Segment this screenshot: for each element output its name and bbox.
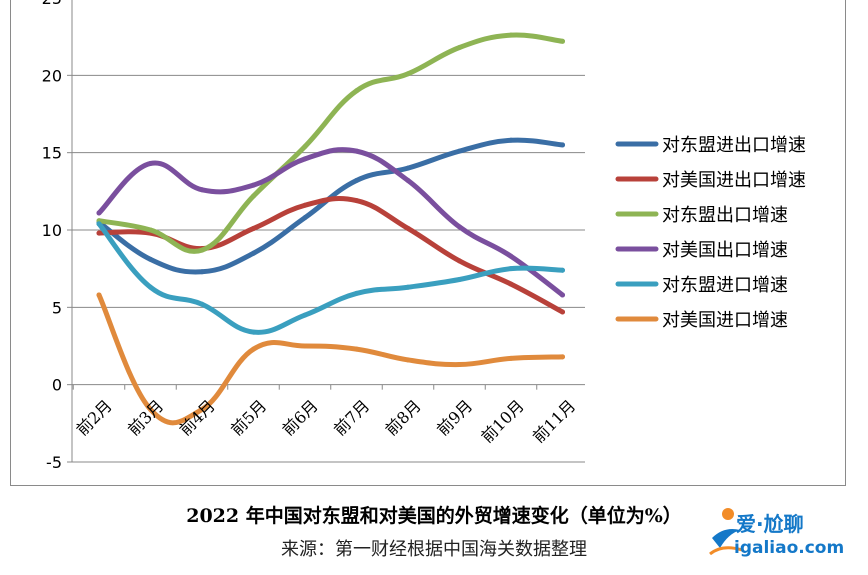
series-2-point xyxy=(560,309,565,315)
watermark-logo: 爱·尬聊 igaliao.com xyxy=(706,504,866,568)
series-3-point xyxy=(457,44,462,50)
series-2-point xyxy=(354,198,359,204)
series-5-point xyxy=(148,284,153,290)
legend-label: 对美国进口增速 xyxy=(662,310,788,331)
legend-label: 对东盟进出口增速 xyxy=(662,135,806,156)
series-5-point xyxy=(508,266,514,272)
x-tick-label: 前8月 xyxy=(382,396,425,439)
series-1-point xyxy=(508,137,514,143)
series-1-point xyxy=(251,250,256,256)
watermark-brand: 爱·尬聊 xyxy=(736,512,804,536)
y-tick-label: 25 xyxy=(42,0,62,8)
series-2-point xyxy=(302,202,308,208)
series-1-point xyxy=(148,256,153,262)
series-line-4 xyxy=(96,147,565,298)
y-tick-label: 15 xyxy=(42,144,62,163)
series-4-point xyxy=(302,156,308,162)
x-tick-label: 前6月 xyxy=(279,396,322,439)
series-2-point xyxy=(96,230,102,236)
series-4-point xyxy=(199,187,205,193)
series-line-1 xyxy=(96,137,565,275)
series-5-point xyxy=(251,329,256,335)
series-2-point xyxy=(405,225,411,231)
series-4-point xyxy=(405,178,411,184)
y-tick-label: 0 xyxy=(52,376,62,395)
series-3-point xyxy=(560,38,565,44)
series-3-point xyxy=(354,88,359,94)
series-2-point xyxy=(508,281,514,287)
series-6-point xyxy=(96,292,102,298)
x-tick-label: 前10月 xyxy=(477,396,527,446)
series-3-point xyxy=(251,193,256,199)
series-5-point xyxy=(457,276,462,282)
series-1-point xyxy=(199,269,205,275)
runner-logo-icon xyxy=(709,508,743,556)
series-5-point xyxy=(354,290,359,296)
legend-label: 对美国进出口增速 xyxy=(662,170,806,191)
series-6-point xyxy=(251,346,256,352)
x-tick-label: 前7月 xyxy=(330,396,373,439)
series-6-point xyxy=(560,354,565,360)
legend-label: 对东盟进口增速 xyxy=(662,275,788,296)
series-4-point xyxy=(96,210,102,216)
series-line-5 xyxy=(96,221,565,335)
y-tick-label: -5 xyxy=(46,453,62,472)
y-tick-label: 5 xyxy=(52,298,62,317)
series-5-point xyxy=(302,312,308,318)
series-6-point xyxy=(457,362,462,368)
series-4-point xyxy=(251,182,256,188)
x-tick-label: 前5月 xyxy=(227,396,270,439)
chart-caption-title: 2022 年中国对东盟和对美国的外贸增速变化（单位为%） xyxy=(186,505,682,527)
series-4-point xyxy=(457,224,462,230)
series-3-point xyxy=(508,32,514,38)
x-tick-label: 前2月 xyxy=(73,396,116,439)
series-2-point xyxy=(251,225,256,231)
x-tick-label: 前9月 xyxy=(433,396,476,439)
series-1-point xyxy=(560,142,565,148)
series-line-3 xyxy=(96,32,565,254)
y-tick-label: 10 xyxy=(42,221,62,240)
series-3-point xyxy=(199,247,205,253)
series-1-point xyxy=(457,148,462,154)
series-5-point xyxy=(560,267,565,273)
series-3-point xyxy=(148,227,153,233)
series-2-point xyxy=(457,258,462,264)
watermark-domain: igaliao.com xyxy=(734,538,845,558)
series-4-point xyxy=(560,292,565,298)
series-1-point xyxy=(302,215,308,221)
series-6-point xyxy=(354,346,359,352)
series-5-point xyxy=(199,301,205,307)
series-5-point xyxy=(96,221,102,227)
series-6-point xyxy=(405,357,411,363)
series-1-point xyxy=(354,178,359,184)
series-6-point xyxy=(302,343,308,349)
series-6-point xyxy=(148,406,153,412)
series-3-point xyxy=(302,143,308,149)
series-1-point xyxy=(405,165,411,171)
series-line-6 xyxy=(96,292,565,426)
series-4-point xyxy=(508,253,514,259)
legend-label: 对东盟出口增速 xyxy=(662,205,788,226)
series-3-point xyxy=(405,71,411,77)
series-4-point xyxy=(354,148,359,154)
x-tick-label: 前11月 xyxy=(529,396,579,446)
line-chart: -50510152025前2月前3月前4月前5月前6月前7月前8月前9月前10月… xyxy=(42,0,806,472)
series-6-point xyxy=(508,355,514,361)
y-tick-label: 20 xyxy=(42,66,62,85)
series-6-point xyxy=(199,406,205,412)
chart-caption-source: 来源：第一财经根据中国海关数据整理 xyxy=(281,539,587,560)
series-4-point xyxy=(148,160,153,166)
series-5-point xyxy=(405,284,411,290)
legend-label: 对美国出口增速 xyxy=(662,240,788,261)
